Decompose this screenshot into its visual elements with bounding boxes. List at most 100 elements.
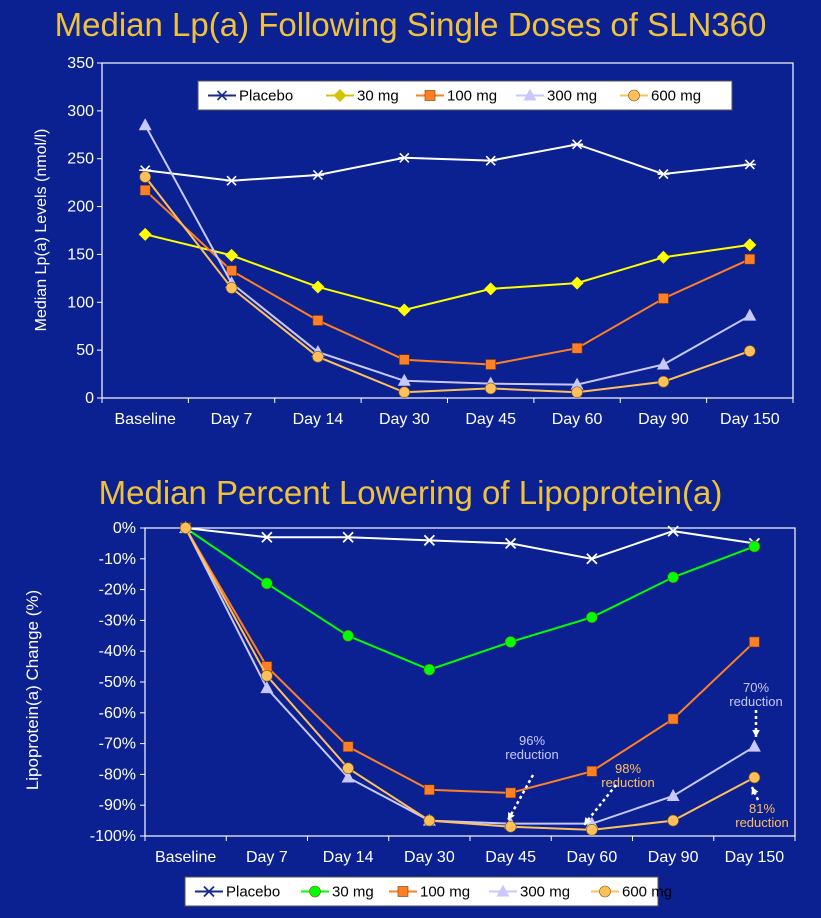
annotation-arrow [583, 784, 617, 826]
data-point [139, 171, 151, 183]
x-tick-label: Day 60 [552, 411, 603, 428]
data-point [225, 248, 239, 262]
annotation-text: 98% [615, 761, 641, 776]
x-tick-label: Day 14 [323, 849, 374, 866]
y-tick-label: 0% [113, 520, 136, 537]
data-point [586, 766, 598, 777]
y-tick-label: -50% [99, 674, 136, 691]
data-point [311, 280, 325, 294]
data-point [504, 636, 517, 648]
data-point [261, 531, 273, 543]
y-axis-label: Median Lp(a) Levels (nmol/l) [33, 129, 50, 332]
data-point [312, 315, 324, 326]
data-point [342, 762, 354, 775]
annotation-text: reduction [601, 775, 654, 790]
legend-label: 100 mg [447, 88, 497, 105]
data-point [312, 351, 324, 363]
series-30-mg [179, 522, 761, 676]
y-tick-label: -100% [90, 828, 136, 845]
data-point [485, 359, 496, 370]
data-point [504, 537, 517, 550]
series-line [144, 233, 750, 311]
data-point [341, 770, 355, 783]
data-point [225, 175, 238, 186]
arrow-head [508, 812, 515, 820]
y-tick-label: -30% [99, 612, 136, 629]
data-point [656, 250, 670, 264]
legend-marker [523, 88, 537, 101]
data-point [423, 663, 436, 676]
plot-area [144, 527, 796, 837]
series-100-mg [180, 522, 760, 799]
x-tick-label: Day 150 [725, 849, 785, 866]
data-point [311, 169, 324, 181]
y-tick-label: 200 [67, 199, 94, 216]
chart-2: 0% -10% -20% -30% -40% -50% -60% -70% -80% -90% -1… [23, 520, 796, 907]
x-tick-label: Day 45 [465, 411, 516, 428]
data-point [586, 611, 598, 624]
legend-marker [496, 884, 510, 897]
x-tick-label: Day 7 [246, 849, 288, 866]
y-tick-label: 300 [67, 103, 94, 120]
data-point [667, 571, 679, 584]
y-axis-label: Lipoprotein(a) Change (%) [23, 590, 42, 790]
data-point [398, 386, 411, 399]
arrow-head [752, 729, 760, 737]
data-point [397, 303, 411, 317]
x-tick-label: Day 30 [404, 849, 455, 866]
data-point [743, 308, 757, 321]
data-point [666, 788, 680, 801]
y-tick-label: 250 [67, 151, 94, 168]
legend-marker [203, 885, 215, 898]
data-point [398, 152, 411, 163]
x-tick-label: Day 7 [211, 411, 253, 428]
plot-area [101, 62, 794, 399]
data-point [570, 276, 584, 290]
series-line [144, 176, 751, 394]
data-point [743, 159, 756, 170]
annotation: 98%reduction [583, 761, 655, 826]
series-line [184, 527, 756, 794]
legend-marker [397, 886, 409, 897]
data-point [261, 670, 273, 682]
annotation-text: reduction [505, 747, 558, 762]
series-30-mg [138, 227, 757, 317]
chart-1: 0 50 100 150 200 250 300 350 Baseline Day 7 Day 14… [33, 55, 794, 428]
x-tick-label: Day 90 [638, 411, 689, 428]
legend-label: 100 mg [420, 884, 470, 901]
data-point [225, 282, 238, 294]
series-100-mg [139, 185, 756, 370]
data-point [744, 345, 756, 357]
data-point [423, 814, 436, 827]
data-point [261, 577, 273, 590]
y-tick-label: -90% [99, 797, 136, 814]
y-tick-label: -10% [99, 551, 136, 568]
x-tick-label: Baseline [155, 849, 216, 866]
data-point [399, 354, 410, 366]
data-point [571, 139, 584, 150]
x-tick-label: Day 90 [648, 849, 699, 866]
legend-label: 30 mg [332, 884, 374, 901]
data-point [748, 771, 761, 784]
data-point [342, 531, 354, 543]
x-tick-label: Day 30 [379, 411, 430, 428]
series-line [184, 527, 755, 831]
legend: Placebo 30 mg 100 mg 300 mg 600 mg [197, 80, 733, 111]
y-tick-label: 150 [67, 246, 94, 263]
data-point [504, 820, 517, 833]
legend-marker [628, 89, 640, 102]
data-point [743, 238, 757, 252]
data-point [747, 739, 761, 752]
data-point [397, 373, 411, 386]
series-line [145, 143, 750, 182]
data-point [749, 636, 760, 648]
data-point [667, 525, 679, 537]
x-tick-label: Baseline [115, 411, 176, 428]
annotation-text: reduction [735, 815, 788, 830]
data-point [657, 375, 670, 388]
legend-marker [333, 89, 347, 102]
data-point [179, 522, 192, 534]
data-point [571, 386, 583, 399]
legend-label: 30 mg [357, 88, 399, 105]
y-tick-label: -20% [99, 582, 136, 599]
